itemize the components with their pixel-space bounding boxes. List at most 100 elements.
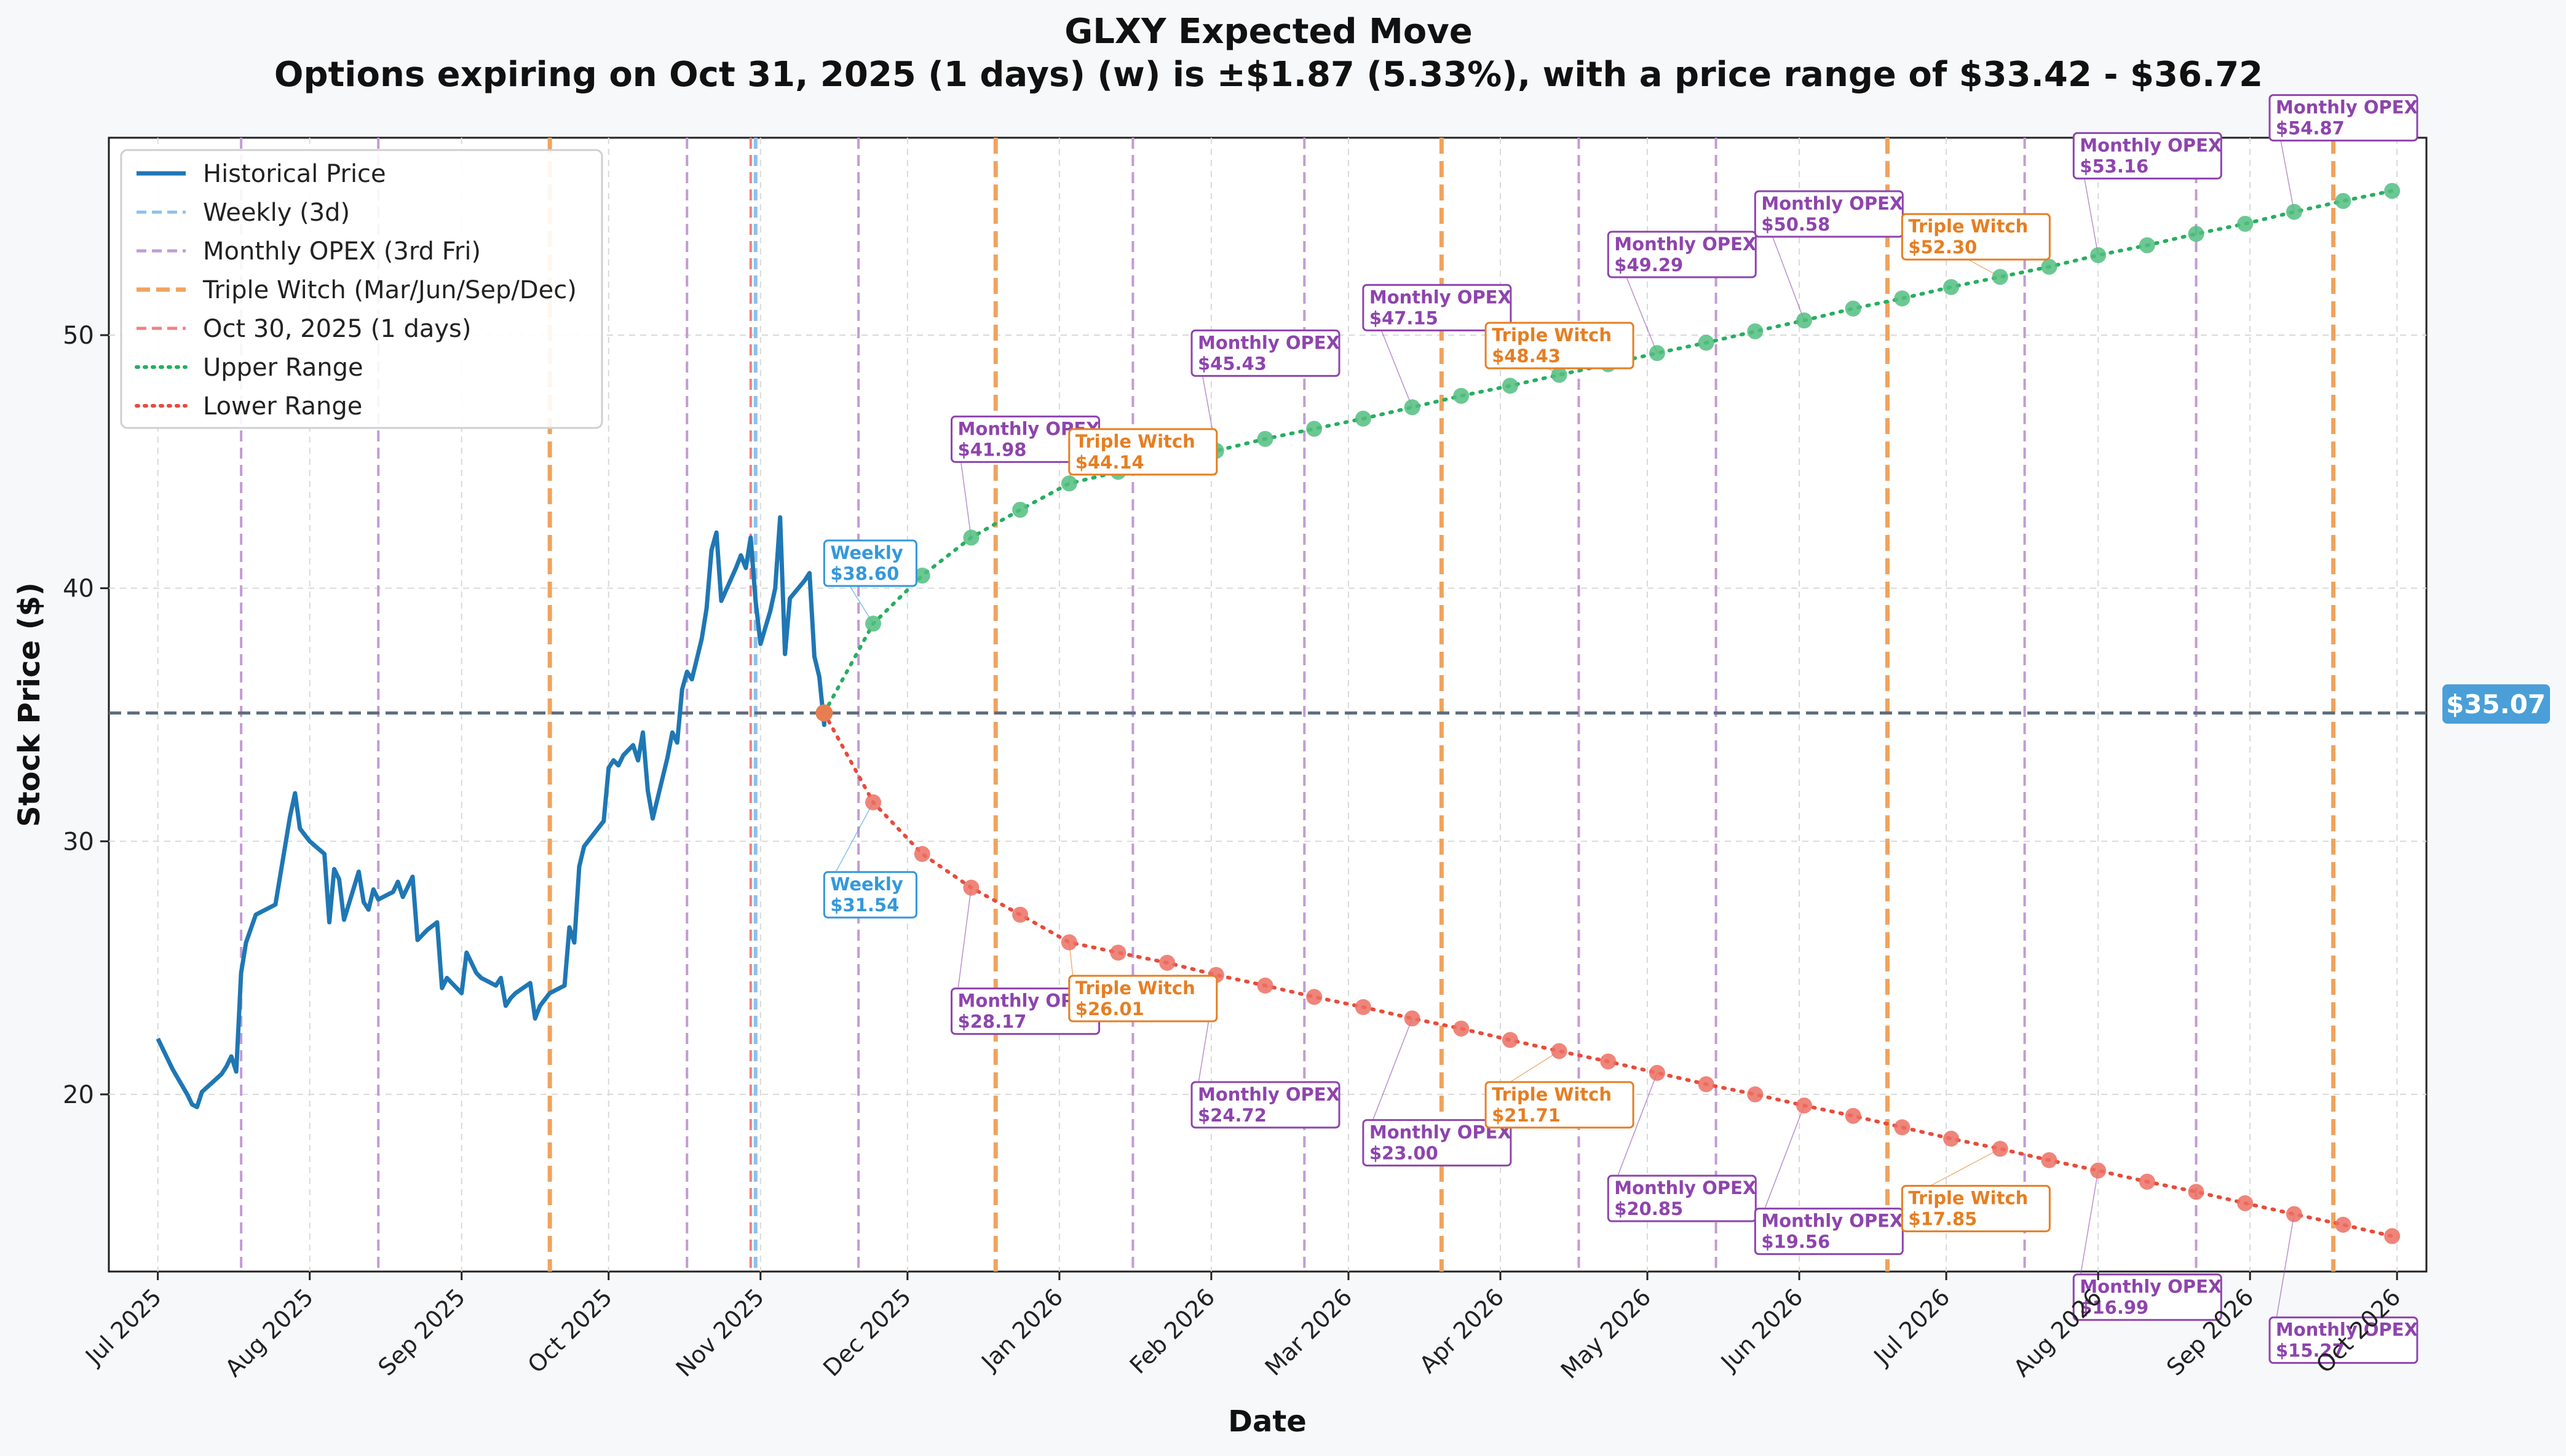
upper-range-point [1061,475,1077,492]
x-tick-label: Jan 2026 [975,1283,1068,1376]
annotation-title: Weekly [830,874,903,895]
annotation-title: Triple Witch [1908,1188,2028,1209]
lower-range-point [1845,1107,1861,1124]
lower-range-point [2041,1152,2057,1168]
upper-range-point [1747,323,1764,339]
legend-item: Historical Price [137,160,386,188]
lower-range-point [1502,1032,1518,1048]
annotation-value: $41.98 [958,439,1027,460]
upper-range-point [1894,290,1911,307]
lower-range-point [1453,1020,1470,1037]
legend-item: Triple Witch (Mar/Jun/Sep/Dec) [137,276,577,304]
legend-item: Oct 30, 2025 (1 days) [137,315,472,343]
upper-range-point [1796,312,1813,329]
annotation-value: $47.15 [1369,307,1438,328]
annotation-title: Monthly OPEX [2276,1320,2418,1340]
lower-range-point [1747,1086,1764,1102]
upper-range-point [2139,237,2155,253]
current-price-tag-box [2442,684,2550,724]
annotation-value: $26.01 [1075,999,1144,1019]
lower-range-point [1404,1010,1420,1027]
legend-label: Historical Price [203,160,386,188]
annotation-value: $24.72 [1198,1105,1267,1126]
lower-range-point [914,845,930,862]
annotation-monthly: Monthly OPEX$23.00 [1362,1119,1512,1167]
annotation-monthly: Monthly OPEX$19.56 [1754,1208,1904,1256]
annotation-monthly: Monthly OPEX$16.99 [2072,1273,2222,1321]
lower-range-point [2237,1195,2254,1211]
x-tick-label: Aug 2025 [220,1283,319,1382]
annotation-box [1484,322,1634,370]
legend-label: Monthly OPEX (3rd Fri) [203,237,481,266]
annotation-leader [828,802,874,885]
annotation-box [1754,190,1904,238]
annotation-leader [2078,1170,2099,1287]
upper-range-point [1012,502,1029,518]
upper-range-point [1453,387,1470,404]
lower-range-point [1600,1053,1617,1070]
lower-range-point [1355,999,1371,1015]
annotation-value: $48.43 [1492,346,1561,366]
annotation-title: Triple Witch [1492,1084,1612,1105]
annotation-weekly: Weekly$31.54 [823,871,917,919]
annotation-box [1607,1174,1757,1222]
annotation-value: $23.00 [1369,1143,1438,1164]
annotation-leader [1759,1105,1805,1221]
annotation-title: Monthly OPEX [1198,1084,1340,1105]
lower-range-point [1012,906,1029,923]
lower-range-point [1551,1043,1567,1059]
legend-label: Weekly (3d) [203,199,350,227]
lower-range-point [1649,1064,1665,1081]
annotation-title: Monthly OPEX [2276,97,2418,118]
legend-item: Upper Range [135,354,363,382]
annotation-monthly: Monthly OPEX$49.29 [1607,231,1757,279]
annotation-value: $49.29 [1614,255,1683,275]
upper-range-point [914,568,930,584]
current-price-point [815,704,833,722]
annotation-value: $54.87 [2276,118,2345,139]
lower-range-point [963,879,980,896]
annotation-box [1190,329,1340,377]
lower-range-point [1257,977,1273,994]
annotation-monthly: Monthly OPEX$15.27 [2268,1316,2418,1364]
upper-range-point [1551,366,1567,383]
lower-range-point [2286,1206,2302,1222]
x-tick-label: Feb 2026 [1125,1283,1221,1379]
y-tick-label: 30 [63,828,94,856]
y-axis-ticks: 20 30 40 50 [63,322,109,1109]
chart-title: GLXY Expected Move [1064,12,1473,52]
x-axis-ticks: Jul 2025 Aug 2025 Sep 2025 Oct 2025 Nov 2025… [79,1272,2406,1384]
lower-range-point [2384,1228,2401,1244]
annotation-box [823,539,917,587]
upper-range-point [963,529,980,546]
y-tick-label: 50 [63,322,94,350]
annotation-leader [1612,1072,1658,1189]
annotation-value: $17.85 [1908,1209,1977,1230]
x-tick-label: Nov 2025 [671,1283,769,1382]
lower-range-point [865,794,882,810]
annotation-title: Monthly OPEX [1761,1211,1903,1232]
annotation-value: $28.17 [958,1011,1027,1032]
upper-range-point [2384,183,2401,199]
annotation-box [1607,231,1757,279]
annotation-title: Triple Witch [1492,325,1612,346]
upper-range-point [1649,345,1665,362]
annotation-title: Monthly OPEX [2080,1276,2222,1297]
annotation-monthly: Monthly OPEX$45.43 [1190,329,1340,377]
lower-range-point [2090,1162,2107,1179]
lower-range-point [1159,954,1176,971]
annotation-triple: Triple Witch$52.30 [1901,213,2051,261]
annotation-value: $21.71 [1492,1105,1561,1126]
annotation-title: Monthly OPEX [1198,332,1340,353]
annotation-triple: Triple Witch$17.85 [1901,1185,2051,1233]
annotation-leader [1368,1018,1413,1133]
upper-range-point [1306,421,1323,437]
lower-range-point [1796,1097,1813,1114]
annotation-box [2268,1316,2418,1364]
annotation-title: Weekly [830,542,903,563]
upper-range-point [2237,215,2254,232]
legend-item: Weekly (3d) [137,199,350,227]
upper-range-point [2286,204,2302,220]
x-tick-label: Apr 2026 [1414,1283,1510,1379]
